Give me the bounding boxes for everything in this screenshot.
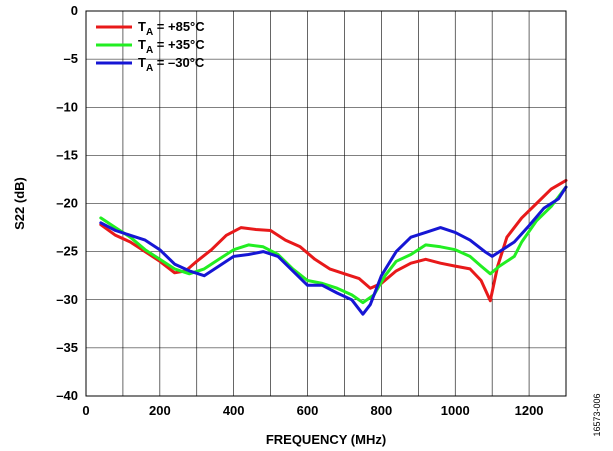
series-layer <box>99 178 568 316</box>
y-tick-label: 0 <box>71 3 78 18</box>
y-tick-labels: 0 –5 –10 –15 –20 –25 –30 –35 –40 <box>56 3 78 403</box>
y-tick-label: –30 <box>56 292 78 307</box>
y-tick-label: –35 <box>56 340 78 355</box>
x-tick-label: 400 <box>223 403 245 418</box>
x-tick-label: 0 <box>82 403 89 418</box>
series-line-2 <box>99 185 568 305</box>
x-tick-label: 800 <box>371 403 393 418</box>
y-tick-label: –25 <box>56 244 78 259</box>
y-axis-label: S22 (dB) <box>12 177 27 230</box>
y-tick-label: –5 <box>64 51 78 66</box>
legend-entry-2: TA = +35°C <box>138 37 205 56</box>
y-tick-label: –20 <box>56 196 78 211</box>
figure-id: 16573-006 <box>592 393 602 436</box>
x-tick-labels: 0 200 400 600 800 1000 1200 <box>82 403 543 418</box>
x-tick-label: 1000 <box>441 403 470 418</box>
x-axis-label: FREQUENCY (MHz) <box>266 432 386 447</box>
y-tick-label: –15 <box>56 147 78 162</box>
series-line-1 <box>99 178 568 303</box>
series-line-3 <box>99 185 568 316</box>
legend: TA = +85°CTA = +35°CTA = –30°C <box>96 19 205 74</box>
legend-entry-1: TA = +85°C <box>138 19 205 38</box>
legend-entry-3: TA = –30°C <box>138 55 205 74</box>
x-tick-label: 200 <box>149 403 171 418</box>
plot-frame <box>85 10 567 397</box>
y-tick-label: –40 <box>56 388 78 403</box>
x-tick-label: 600 <box>297 403 319 418</box>
y-tick-label: –10 <box>56 99 78 114</box>
x-tick-label: 1200 <box>515 403 544 418</box>
